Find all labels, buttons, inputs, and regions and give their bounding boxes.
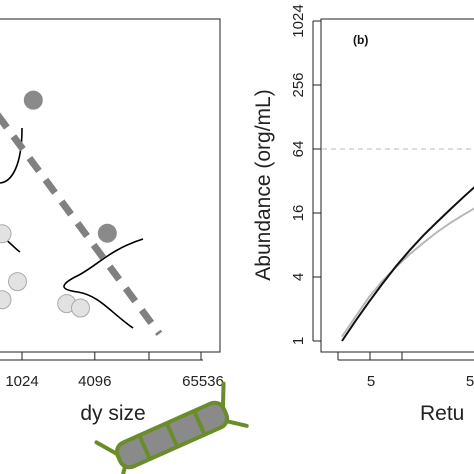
x-tick-label: 5 xyxy=(466,373,474,390)
x-tick-label: 5 xyxy=(367,373,375,390)
scatter-point xyxy=(23,90,43,110)
green-organism-icon xyxy=(94,381,249,474)
x-tick-label: 1024 xyxy=(5,373,38,390)
x-tick-label: 65536 xyxy=(182,373,224,390)
panel-b-x-axis-title: Retu xyxy=(420,402,464,425)
panel-b-frame xyxy=(320,18,474,353)
scatter-point xyxy=(71,298,91,318)
series-line xyxy=(341,186,474,342)
scatter-point xyxy=(0,224,12,244)
y-tick-label: 4 xyxy=(290,273,307,281)
trend-line xyxy=(0,112,163,336)
x-tick-label: 4096 xyxy=(78,373,111,390)
series-line xyxy=(341,207,474,338)
panel-a-frame xyxy=(0,18,221,353)
y-tick-label: 256 xyxy=(290,72,307,97)
panel-b-label: (b) xyxy=(353,33,368,47)
y-tick-label: 64 xyxy=(290,141,307,158)
panel-b-y-ticks: 1 4 16 64 256 1024 xyxy=(290,4,321,345)
y-tick-label: 1 xyxy=(290,337,307,345)
panel-a-x-axis-title: dy size xyxy=(80,402,145,425)
y-tick-label: 16 xyxy=(290,205,307,222)
panel-b-series xyxy=(341,186,474,342)
y-tick-label: 1024 xyxy=(290,4,307,37)
panel-a-x-ticks: 1024 4096 65536 xyxy=(0,352,224,390)
scatter-point xyxy=(0,290,12,310)
distribution-curve xyxy=(63,238,144,329)
panel-a: 1024 4096 65536 dy size xyxy=(0,18,224,425)
distribution-curve xyxy=(0,127,23,184)
panel-b-y-axis-title: Abundance (org/mL) xyxy=(252,89,275,280)
scatter-point xyxy=(97,223,117,243)
panel-a-trend xyxy=(0,112,163,336)
scatter-point xyxy=(8,272,28,292)
panel-a-points xyxy=(0,90,117,318)
